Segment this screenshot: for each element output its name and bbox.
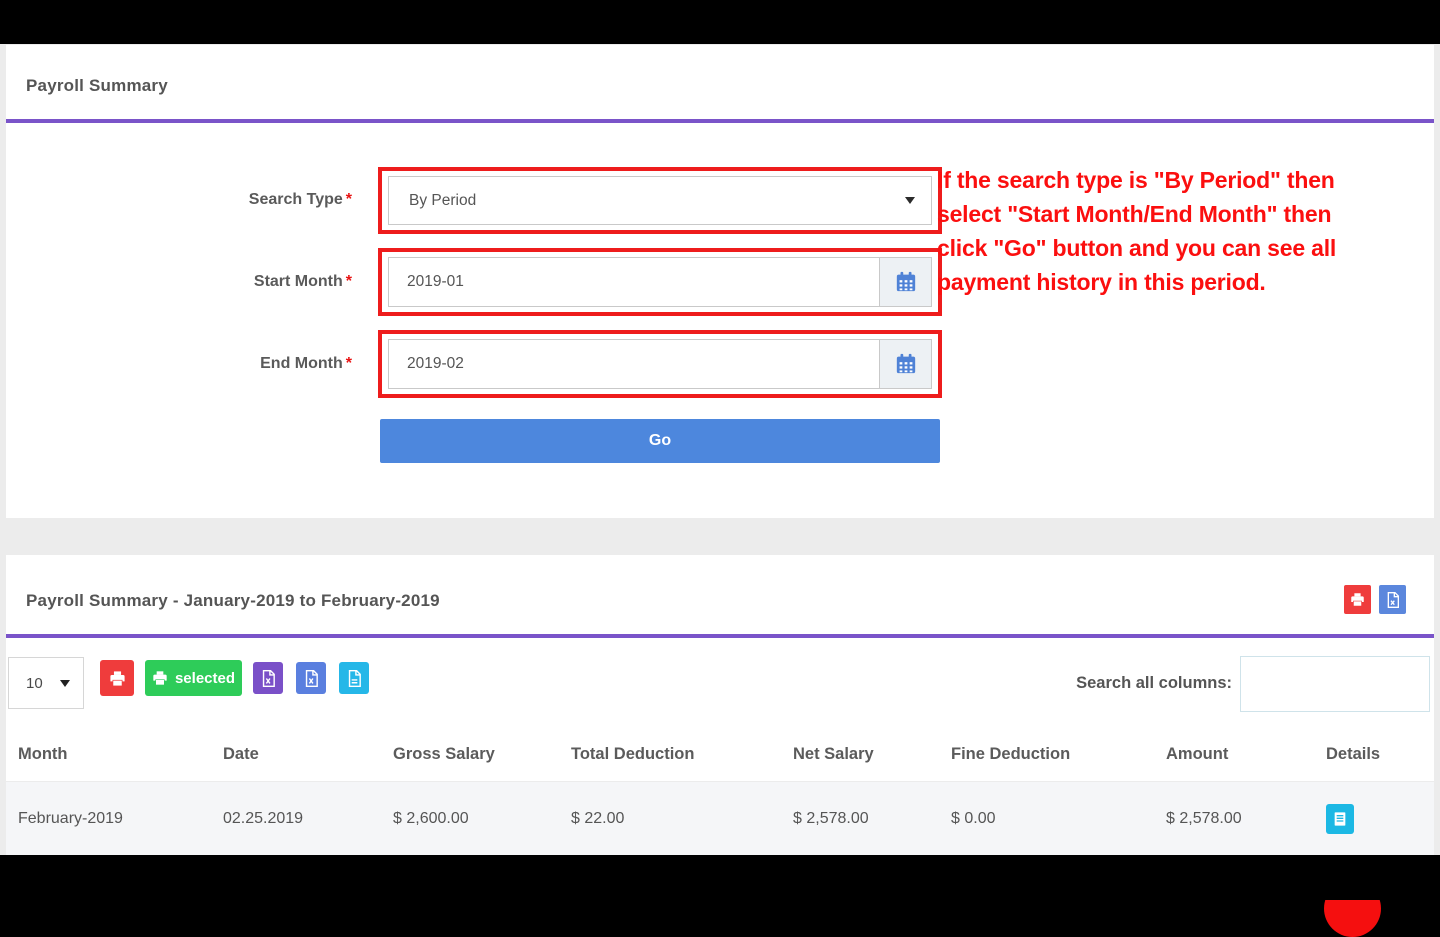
cell-net-salary: $ 2,578.00 (793, 809, 869, 827)
bottom-letterbox-bar (0, 855, 1440, 900)
calendar-icon (896, 271, 915, 292)
search-all-columns-input[interactable] (1240, 656, 1430, 712)
export-excel-blue-button[interactable] (296, 662, 326, 694)
cell-amount: $ 2,578.00 (1166, 809, 1242, 827)
column-header-fine-deduction[interactable]: Fine Deduction (951, 745, 1071, 763)
search-type-value: By Period (409, 191, 477, 209)
end-month-input[interactable] (389, 340, 879, 388)
start-month-input[interactable] (389, 258, 879, 306)
print-selected-button[interactable]: selected (145, 660, 242, 696)
end-month-calendar-button[interactable] (879, 340, 931, 388)
search-type-select[interactable]: By Period (388, 176, 932, 225)
required-asterisk: * (345, 355, 352, 372)
search-type-label: Search Type * (248, 191, 352, 208)
start-month-highlight (378, 248, 942, 316)
print-icon (153, 671, 167, 685)
excel-icon (262, 669, 275, 687)
print-icon (1351, 593, 1364, 606)
pdf-icon (348, 669, 361, 687)
required-asterisk: * (345, 273, 352, 290)
caret-down-icon (905, 197, 915, 204)
table-row: February-2019 02.25.2019 $ 2,600.00 $ 22… (6, 782, 1434, 855)
export-pdf-button[interactable] (339, 662, 369, 694)
row-details-button[interactable] (1326, 803, 1354, 834)
caret-down-icon (60, 679, 70, 687)
page-size-select[interactable]: 10 (8, 657, 84, 709)
column-header-amount[interactable]: Amount (1166, 745, 1229, 763)
card-divider (6, 119, 1434, 123)
card-divider (6, 634, 1434, 638)
page-size-value: 10 (26, 674, 43, 692)
column-header-gross-salary[interactable]: Gross Salary (393, 745, 495, 763)
column-header-date[interactable]: Date (223, 745, 259, 763)
cell-date: 02.25.2019 (223, 809, 304, 827)
cell-total-deduction: $ 22.00 (571, 809, 625, 827)
details-icon (1334, 811, 1346, 826)
pdf-icon (1387, 591, 1399, 608)
calendar-icon (896, 353, 915, 374)
print-icon (109, 670, 125, 686)
cell-gross-salary: $ 2,600.00 (393, 809, 469, 827)
search-type-highlight: By Period (378, 167, 942, 234)
page-title: Payroll Summary (26, 76, 168, 95)
top-letterbox-bar (0, 0, 1440, 44)
export-excel-purple-button[interactable] (253, 662, 283, 694)
results-title: Payroll Summary - January-2019 to Februa… (26, 591, 440, 610)
cell-fine-deduction: $ 0.00 (951, 809, 996, 827)
column-header-month[interactable]: Month (18, 745, 68, 763)
start-month-calendar-button[interactable] (879, 258, 931, 306)
instruction-annotation: If the search type is "By Period" then s… (937, 167, 1337, 295)
search-all-columns-label: Search all columns: (1076, 674, 1232, 692)
table-header-row: Month Date Gross Salary Total Deduction … (6, 728, 1434, 782)
go-button[interactable]: Go (380, 419, 940, 463)
column-header-details[interactable]: Details (1326, 745, 1381, 763)
cell-month: February-2019 (18, 809, 123, 827)
payroll-results-card: Payroll Summary - January-2019 to Februa… (6, 555, 1434, 855)
pdf-report-button[interactable] (1379, 585, 1406, 614)
print-selected-label: selected (174, 669, 236, 687)
print-report-button[interactable] (1344, 585, 1371, 614)
start-month-label: Start Month * (253, 273, 352, 290)
payroll-search-card: Payroll Summary Search Type * By Period S… (6, 45, 1434, 518)
end-month-highlight (378, 330, 942, 398)
end-month-label: End Month * (260, 355, 352, 372)
column-header-total-deduction[interactable]: Total Deduction (571, 745, 695, 763)
column-header-net-salary[interactable]: Net Salary (793, 745, 874, 763)
excel-icon (305, 669, 318, 687)
required-asterisk: * (345, 191, 352, 208)
print-table-button[interactable] (100, 660, 134, 696)
page-background: Payroll Summary Search Type * By Period S… (0, 44, 1440, 937)
